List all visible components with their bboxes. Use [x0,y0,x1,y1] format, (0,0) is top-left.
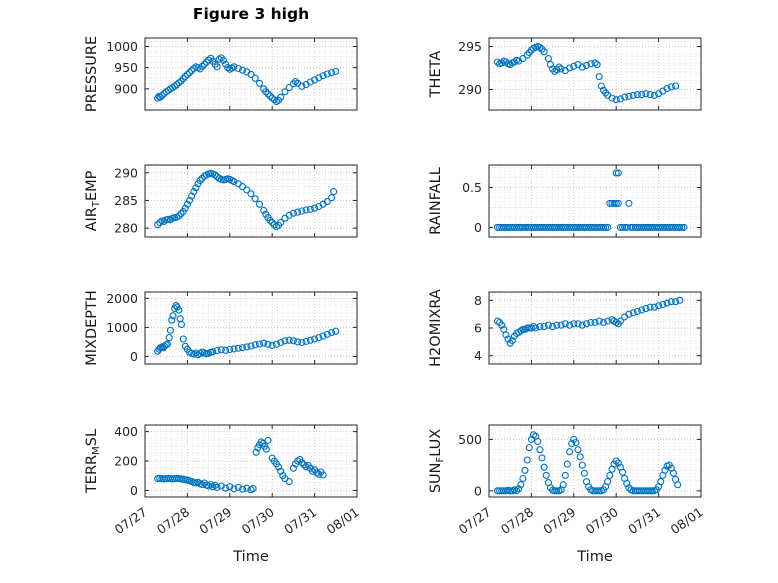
subplot-air-temp: 280 285 290 AIRTEMP [84,164,358,238]
y-axis-label-rainfall: RAINFALL [428,167,444,235]
subplot-theta: 290 295 THETA [428,37,702,111]
axes-box [488,164,702,238]
subplot-terr-msl: 0 200 400 TERRMSL 07/27 07/28 07/29 07/30 07/31 0… [84,424,362,537]
y-tick-label: 0 [474,220,482,235]
scatter-markers-theta [493,43,680,104]
y-axis-label-mixdepth: MIXDEPTH [84,290,100,366]
x-tick-label: 07/28 [498,504,536,537]
y-axis-label-air-temp: AIRTEMP [84,170,102,231]
y-tick-label: 6 [474,321,482,336]
scatter-markers-pressure [154,54,340,106]
y-tick-label: 290 [114,165,138,180]
y-tick-label: 400 [114,424,138,439]
y-tick-label: 900 [114,81,138,96]
x-tick-label: 08/01 [668,504,706,537]
y-tick-label: 4 [474,348,482,363]
y-tick-label: 290 [458,82,482,97]
y-tick-label: 1000 [106,39,138,54]
subplot-sun-flux: 0 500 SUNFLUX 07/27 07/28 07/29 07/30 07/31 08/0… [428,424,706,537]
axes-box [488,37,702,111]
y-tick-label: 1000 [106,320,138,335]
subplot-pressure: 900 950 1000 PRESSURE [84,36,358,112]
y-axis-label-h2omixra: H2OMIXRA [428,289,444,367]
subplot-h2omixra: 4 6 8 H2OMIXRA [428,289,702,367]
x-tick-label: 07/29 [540,504,578,537]
scatter-markers-mixdepth [154,302,340,359]
y-tick-label: 0 [130,483,138,498]
scatter-markers-rainfall [493,169,688,231]
x-tick-label: 07/27 [112,504,150,537]
x-tick-label: 07/29 [196,504,234,537]
y-axis-label-sun-flux: SUNFLUX [428,429,446,493]
y-tick-label: 200 [114,454,138,469]
y-axis-label-terr-msl: TERRMSL [84,429,102,494]
axes-box [144,291,358,365]
x-tick-label: 07/27 [456,504,494,537]
x-tick-label: 07/28 [154,504,192,537]
x-tick-label: 07/30 [239,504,277,537]
subplot-mixdepth: 0 1000 2000 MIXDEPTH [84,290,358,366]
axes-box [144,164,358,238]
y-tick-label: 280 [114,221,138,236]
axes-box [488,424,702,498]
x-tick-label: 07/31 [625,504,663,537]
x-axis-label-left: Time [233,549,269,565]
y-axis-label-theta: THETA [428,51,444,99]
y-axis-label-pressure: PRESSURE [84,36,100,112]
y-tick-label: 950 [114,60,138,75]
subplot-rainfall: 0 0.5 RAINFALL [428,164,702,238]
y-tick-label: 8 [474,293,482,308]
x-tick-label: 08/01 [324,504,362,537]
scatter-markers-h2omixra [493,296,684,347]
scatter-markers-terr-msl [154,436,327,494]
y-tick-label: 0 [130,349,138,364]
y-tick-label: 295 [458,39,482,54]
y-tick-label: 285 [114,193,138,208]
figure-title: Figure 3 high [192,5,310,23]
axes-box [144,37,358,111]
scatter-markers-sun-flux [493,431,682,495]
y-tick-label: 500 [458,432,482,447]
y-tick-label: 2000 [106,291,138,306]
y-tick-label: 0.5 [462,180,482,195]
x-tick-label: 07/30 [583,504,621,537]
scatter-markers-air-temp [154,169,338,231]
y-tick-label: 0 [474,483,482,498]
x-axis-label-right: Time [577,549,613,565]
x-tick-label: 07/31 [281,504,319,537]
